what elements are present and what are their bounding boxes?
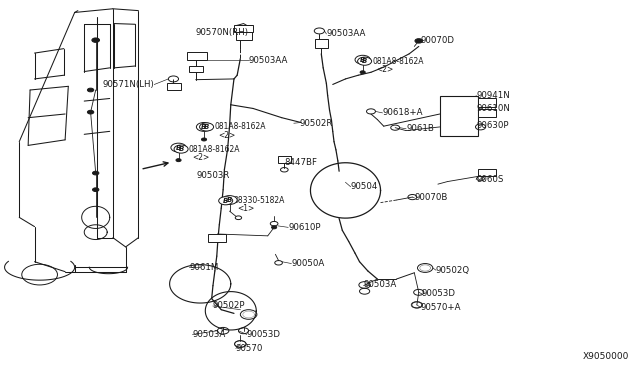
Text: 90503R: 90503R (196, 171, 230, 180)
Circle shape (93, 188, 99, 192)
Text: 90050A: 90050A (291, 259, 324, 268)
Text: 9061M: 9061M (189, 263, 219, 272)
Text: 8447BF: 8447BF (284, 157, 317, 167)
Circle shape (92, 38, 100, 42)
Bar (478, 109, 496, 116)
Circle shape (174, 145, 188, 153)
Bar (167, 83, 181, 90)
Circle shape (93, 171, 99, 175)
Bar (189, 65, 204, 72)
Circle shape (88, 110, 94, 114)
Text: 90630P: 90630P (476, 121, 509, 129)
Bar (209, 234, 227, 242)
Text: 90053D: 90053D (422, 289, 456, 298)
Text: 90503A: 90503A (193, 330, 226, 339)
Bar (236, 25, 252, 40)
Text: B: B (179, 146, 184, 152)
Text: 08330-5182A: 08330-5182A (234, 196, 285, 205)
Text: 90618+A: 90618+A (383, 108, 423, 118)
Circle shape (176, 159, 181, 161)
Circle shape (415, 39, 422, 43)
Text: 90570+A: 90570+A (420, 302, 461, 312)
Text: 90502Q: 90502Q (436, 266, 470, 275)
Text: B: B (223, 198, 228, 204)
Text: 90504: 90504 (351, 182, 378, 191)
Circle shape (202, 138, 207, 141)
Text: 9060S: 9060S (476, 175, 504, 184)
Bar (315, 39, 328, 48)
Text: 90571N(LH): 90571N(LH) (102, 80, 154, 89)
Text: 90503A: 90503A (364, 280, 397, 289)
Circle shape (171, 143, 186, 152)
Text: 90570: 90570 (236, 344, 263, 353)
Bar (478, 169, 496, 176)
Text: 90070D: 90070D (420, 36, 454, 45)
Text: 90070B: 90070B (414, 193, 448, 202)
Text: 9061B: 9061B (406, 124, 434, 133)
Circle shape (219, 197, 233, 205)
Text: 90503AA: 90503AA (248, 56, 288, 65)
Bar (188, 52, 207, 61)
Circle shape (88, 88, 94, 92)
Bar (440, 96, 478, 136)
Text: B: B (360, 57, 365, 63)
Circle shape (271, 226, 276, 229)
Text: 081A8-8162A: 081A8-8162A (372, 57, 424, 66)
Text: 90610P: 90610P (288, 223, 321, 232)
Text: 081A8-8162A: 081A8-8162A (214, 122, 266, 131)
Circle shape (358, 57, 372, 65)
Circle shape (360, 71, 365, 74)
Text: 90570N(RH): 90570N(RH) (196, 28, 248, 37)
Bar (234, 25, 253, 32)
Text: 90503AA: 90503AA (326, 29, 365, 38)
Text: B: B (202, 124, 207, 130)
Text: B: B (227, 197, 232, 203)
Text: B: B (176, 145, 181, 151)
Text: 90941N: 90941N (476, 91, 510, 100)
Circle shape (222, 196, 237, 205)
Circle shape (355, 55, 371, 64)
Bar (278, 156, 291, 163)
Text: <2>: <2> (376, 65, 394, 74)
Text: 90053D: 90053D (246, 330, 281, 339)
Text: 90502R: 90502R (300, 119, 333, 128)
Text: <2>: <2> (193, 153, 210, 162)
Text: B: B (362, 58, 367, 64)
Text: <2>: <2> (218, 131, 236, 140)
Text: X9050000: X9050000 (582, 352, 629, 361)
Text: <1>: <1> (237, 204, 255, 214)
Bar (478, 99, 496, 107)
Circle shape (200, 123, 214, 131)
Text: 081A8-8162A: 081A8-8162A (189, 145, 240, 154)
Text: 90502P: 90502P (213, 301, 246, 311)
Circle shape (196, 122, 212, 131)
Text: B: B (204, 124, 209, 130)
Text: 90610N: 90610N (476, 104, 510, 113)
